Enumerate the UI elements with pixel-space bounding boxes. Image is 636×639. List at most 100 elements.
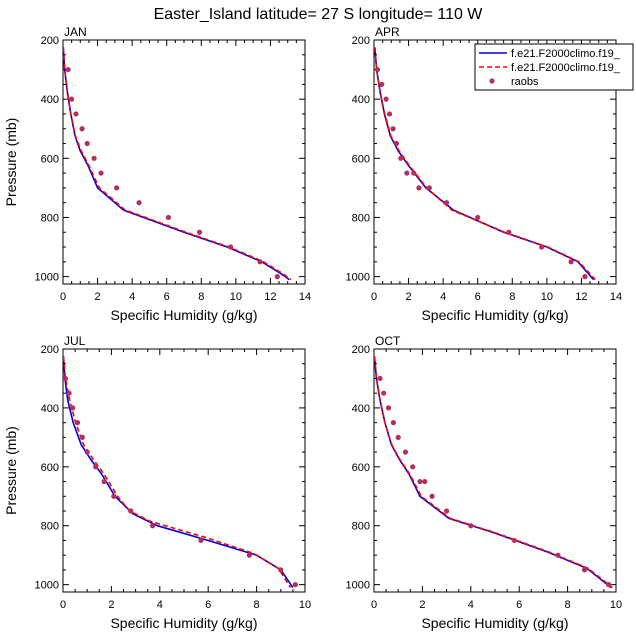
x-axis-label: Specific Humidity (g/kg) xyxy=(110,307,257,323)
panel-apr: 0 2 4 6 8 10 12 14 200 400 600 800 1000 APR Specific H… xyxy=(346,25,623,323)
y-tick-label: 600 xyxy=(41,153,59,165)
y-axis-label: Pressure (mb) xyxy=(3,118,19,207)
x-tick-label: 10 xyxy=(299,599,311,611)
figure-title: Easter_Island latitude= 27 S longitude= … xyxy=(154,6,484,23)
y-tick-label: 200 xyxy=(41,344,59,356)
raobs-point xyxy=(402,449,409,455)
x-tick-label: 8 xyxy=(254,599,260,611)
x-tick-label: 10 xyxy=(610,599,622,611)
raobs-point xyxy=(390,126,396,132)
raobs-point xyxy=(444,200,450,206)
raobs-point xyxy=(79,126,85,132)
x-tick-label: 8 xyxy=(198,291,204,303)
x-tick-label: 8 xyxy=(565,599,571,611)
raobs-point xyxy=(73,111,79,117)
x-tick-label: 14 xyxy=(299,291,311,303)
raobs-point xyxy=(393,140,400,147)
panel-label: APR xyxy=(375,25,400,39)
raobs-point xyxy=(246,552,252,558)
x-axis-label: Specific Humidity (g/kg) xyxy=(110,615,257,631)
x-tick-label: 0 xyxy=(371,291,377,303)
x-tick-label: 6 xyxy=(475,291,481,303)
raobs-point xyxy=(70,405,76,411)
raobs-point xyxy=(426,185,432,191)
raobs-point xyxy=(196,229,203,235)
x-tick-label: 4 xyxy=(129,291,135,303)
x-tick-label: 6 xyxy=(164,291,170,303)
series-group xyxy=(63,47,292,281)
x-tick-label: 10 xyxy=(541,291,553,303)
raobs-point xyxy=(84,449,90,455)
raobs-point xyxy=(444,508,450,514)
y-tick-label: 400 xyxy=(41,403,59,415)
y-tick-label: 1000 xyxy=(346,580,370,592)
raobs-point xyxy=(69,96,75,102)
panel-oct: 0 2 4 6 8 10 200 400 600 800 1000 OCT Specific Humid… xyxy=(346,334,623,631)
legend-label: raobs xyxy=(511,76,539,88)
legend-marker xyxy=(489,78,495,84)
raobs-point xyxy=(98,170,104,176)
raobs-point xyxy=(136,200,142,206)
panel-jan: 0 2 4 6 8 10 12 14 200 400 600 800 1000 JAN Specific H… xyxy=(3,25,311,323)
y-tick-label: 600 xyxy=(41,462,59,474)
raobs-point xyxy=(91,155,97,161)
model-line-dashed xyxy=(374,356,613,589)
x-tick-label: 4 xyxy=(440,291,446,303)
raobs-point xyxy=(79,434,85,440)
raobs-point xyxy=(506,229,512,235)
y-axis-label: Pressure (mb) xyxy=(3,426,19,515)
legend-box xyxy=(474,43,634,91)
x-tick-label: 10 xyxy=(230,291,242,303)
x-tick-label: 2 xyxy=(406,291,412,303)
x-tick-label: 6 xyxy=(205,599,211,611)
y-tick-label: 800 xyxy=(41,521,59,533)
raobs-point xyxy=(390,420,396,426)
raobs-point xyxy=(417,478,423,485)
y-tick-label: 800 xyxy=(41,212,59,224)
y-tick-label: 600 xyxy=(352,153,370,165)
raobs-point xyxy=(101,478,107,485)
raobs-point xyxy=(539,244,545,250)
raobs-point xyxy=(511,537,517,544)
raobs-point xyxy=(66,390,72,396)
raobs-point xyxy=(410,464,416,470)
raobs-point xyxy=(422,478,428,485)
raobs-point xyxy=(411,170,417,176)
y-tick-label: 400 xyxy=(41,94,59,106)
raobs-point xyxy=(383,96,389,102)
raobs-point xyxy=(292,582,298,588)
plot-frame xyxy=(373,348,617,593)
y-tick-label: 400 xyxy=(352,94,370,106)
x-axis-label: Specific Humidity (g/kg) xyxy=(421,307,568,323)
x-tick-label: 12 xyxy=(575,291,587,303)
raobs-point xyxy=(65,66,71,73)
y-tick-label: 1000 xyxy=(35,580,59,592)
raobs-point xyxy=(385,405,392,411)
raobs-point xyxy=(165,214,172,221)
y-tick-label: 1000 xyxy=(35,272,59,284)
x-tick-label: 0 xyxy=(60,599,66,611)
raobs-point xyxy=(568,259,574,265)
raobs-point xyxy=(581,567,588,573)
raobs-point xyxy=(379,81,385,87)
model-line-solid xyxy=(374,356,612,589)
panel-label: OCT xyxy=(375,334,401,348)
model-line-dashed xyxy=(63,356,292,589)
panel-jul: 0 2 4 6 8 10 200 400 600 800 1000 JUL Specific Humid… xyxy=(3,334,311,631)
raobs-point xyxy=(398,155,404,161)
legend-label: f.e21.F2000climo.f19_ xyxy=(511,62,621,74)
legend-label: f.e21.F2000climo.f19_ xyxy=(511,48,621,60)
model-line-dashed xyxy=(374,47,596,281)
series-group xyxy=(63,356,298,589)
y-tick-label: 800 xyxy=(352,212,370,224)
model-line-solid xyxy=(63,356,294,589)
x-tick-label: 0 xyxy=(371,599,377,611)
y-tick-label: 1000 xyxy=(346,272,370,284)
raobs-point xyxy=(149,523,156,529)
raobs-point xyxy=(582,274,588,280)
legend: f.e21.F2000climo.f19_ f.e21.F2000climo.f1… xyxy=(474,43,634,91)
x-tick-label: 14 xyxy=(610,291,622,303)
raobs-point xyxy=(468,523,474,529)
raobs-point xyxy=(228,244,234,250)
raobs-point xyxy=(274,274,280,280)
